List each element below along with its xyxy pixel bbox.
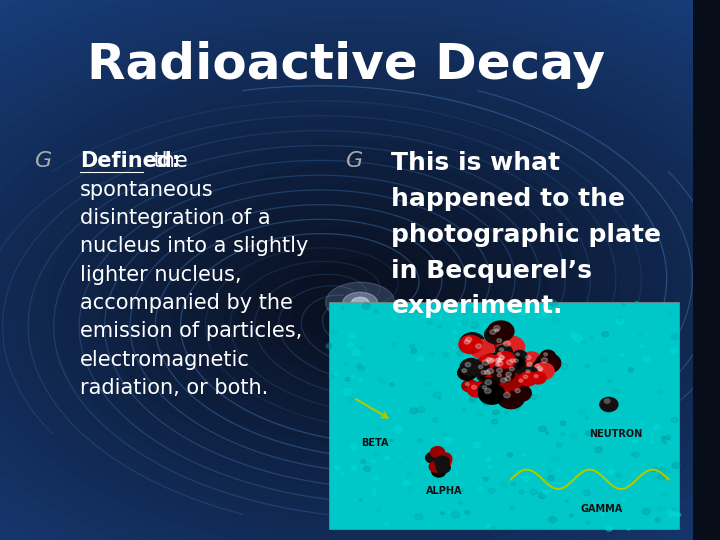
Circle shape	[667, 441, 671, 444]
Circle shape	[492, 527, 495, 529]
Circle shape	[408, 487, 414, 492]
Text: G: G	[346, 151, 364, 171]
Circle shape	[484, 477, 488, 481]
Circle shape	[390, 439, 393, 442]
Circle shape	[535, 364, 540, 368]
Circle shape	[506, 360, 513, 365]
Circle shape	[435, 457, 449, 468]
Circle shape	[514, 387, 520, 391]
Circle shape	[600, 357, 607, 362]
Text: lighter nucleus,: lighter nucleus,	[80, 265, 241, 285]
Circle shape	[662, 437, 670, 443]
Circle shape	[433, 392, 441, 398]
Circle shape	[341, 307, 344, 309]
Circle shape	[481, 354, 507, 374]
Circle shape	[481, 370, 486, 374]
Circle shape	[411, 349, 417, 353]
Circle shape	[372, 489, 376, 491]
Circle shape	[546, 469, 552, 472]
Circle shape	[518, 490, 524, 494]
Circle shape	[483, 369, 490, 374]
Circle shape	[359, 379, 363, 382]
Circle shape	[510, 350, 516, 355]
Text: Radioactive Decay: Radioactive Decay	[87, 41, 606, 89]
Circle shape	[510, 507, 514, 510]
Circle shape	[548, 354, 555, 360]
Circle shape	[523, 375, 528, 379]
Circle shape	[497, 361, 503, 366]
Circle shape	[474, 366, 480, 370]
Circle shape	[557, 469, 560, 471]
Circle shape	[584, 501, 592, 507]
Circle shape	[505, 376, 510, 381]
Circle shape	[351, 445, 357, 450]
Circle shape	[334, 373, 337, 375]
Circle shape	[459, 501, 462, 504]
Circle shape	[647, 465, 652, 470]
Circle shape	[658, 474, 665, 480]
Circle shape	[382, 381, 386, 384]
Circle shape	[539, 368, 542, 371]
Circle shape	[523, 454, 526, 456]
Text: Defined:: Defined:	[80, 151, 180, 171]
Ellipse shape	[31, 97, 689, 508]
Circle shape	[498, 374, 501, 377]
Circle shape	[492, 335, 512, 350]
Circle shape	[399, 462, 402, 464]
Circle shape	[639, 334, 642, 336]
Circle shape	[382, 414, 389, 418]
Circle shape	[351, 349, 360, 355]
Circle shape	[642, 508, 650, 515]
Circle shape	[467, 382, 487, 397]
Circle shape	[670, 349, 678, 354]
Circle shape	[428, 352, 434, 356]
Circle shape	[441, 512, 444, 515]
Circle shape	[478, 395, 482, 398]
Circle shape	[482, 386, 487, 389]
Circle shape	[451, 511, 459, 518]
Text: the: the	[147, 151, 188, 171]
Circle shape	[487, 368, 494, 374]
Circle shape	[520, 309, 528, 315]
Circle shape	[560, 421, 566, 425]
Circle shape	[459, 335, 482, 354]
Circle shape	[499, 356, 504, 360]
Text: photographic plate: photographic plate	[392, 222, 662, 247]
Circle shape	[446, 453, 453, 458]
Circle shape	[403, 481, 410, 486]
Circle shape	[351, 466, 357, 470]
Circle shape	[562, 364, 568, 369]
Circle shape	[407, 472, 413, 476]
Ellipse shape	[14, 86, 706, 518]
Circle shape	[588, 502, 595, 507]
Ellipse shape	[325, 282, 395, 322]
Circle shape	[428, 321, 432, 325]
Circle shape	[384, 523, 389, 526]
Circle shape	[658, 468, 665, 474]
Circle shape	[394, 426, 402, 432]
Circle shape	[540, 350, 555, 362]
Circle shape	[551, 317, 559, 323]
Circle shape	[546, 432, 549, 435]
Circle shape	[627, 528, 630, 530]
Circle shape	[391, 342, 397, 347]
Circle shape	[500, 378, 506, 382]
Circle shape	[432, 466, 446, 477]
Circle shape	[549, 300, 557, 306]
Circle shape	[485, 370, 490, 375]
Circle shape	[500, 373, 523, 390]
Circle shape	[539, 492, 546, 498]
Circle shape	[361, 460, 366, 463]
Circle shape	[622, 498, 625, 501]
Text: spontaneous: spontaneous	[80, 180, 213, 200]
Circle shape	[474, 304, 477, 307]
Circle shape	[662, 493, 667, 496]
Text: GAMMA: GAMMA	[581, 504, 623, 514]
Circle shape	[485, 388, 491, 394]
Circle shape	[667, 311, 672, 314]
